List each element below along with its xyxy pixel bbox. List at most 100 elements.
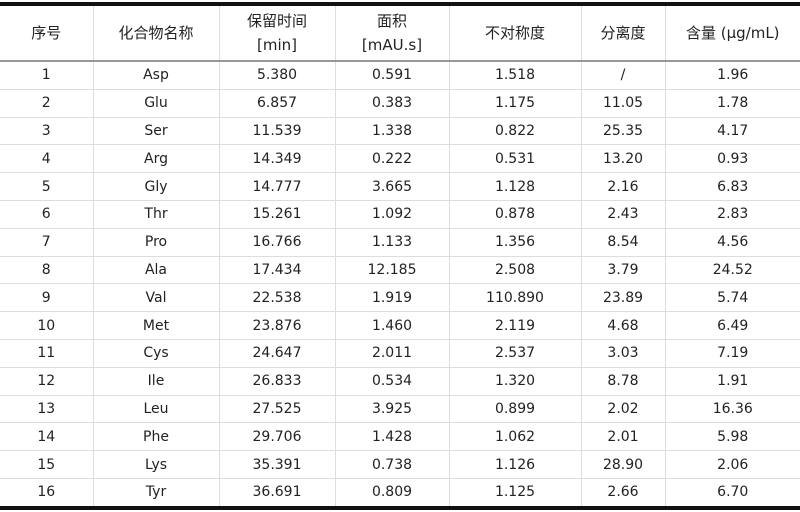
cell-index: 15 [0,451,93,479]
header-retention-time: 保留时间[min] [219,4,335,61]
cell-retention-time: 11.539 [219,117,335,145]
cell-content: 6.49 [665,312,800,340]
cell-resolution: 2.43 [581,200,665,228]
cell-compound-name: Gly [93,173,219,201]
cell-index: 7 [0,228,93,256]
cell-area: 0.222 [335,145,449,173]
cell-asymmetry: 1.320 [449,367,581,395]
cell-asymmetry: 1.125 [449,478,581,507]
cell-asymmetry: 1.518 [449,61,581,89]
cell-resolution: 4.68 [581,312,665,340]
cell-asymmetry: 2.537 [449,339,581,367]
cell-retention-time: 22.538 [219,284,335,312]
cell-content: 2.06 [665,451,800,479]
cell-index: 5 [0,173,93,201]
cell-retention-time: 23.876 [219,312,335,340]
cell-compound-name: Lys [93,451,219,479]
cell-content: 4.56 [665,228,800,256]
cell-index: 16 [0,478,93,507]
cell-compound-name: Ala [93,256,219,284]
cell-area: 12.185 [335,256,449,284]
cell-index: 4 [0,145,93,173]
cell-content: 4.17 [665,117,800,145]
cell-asymmetry: 0.899 [449,395,581,423]
cell-compound-name: Tyr [93,478,219,507]
cell-compound-name: Val [93,284,219,312]
cell-content: 16.36 [665,395,800,423]
cell-index: 14 [0,423,93,451]
header-label: 含量 (μg/mL) [666,21,800,45]
cell-resolution: 2.16 [581,173,665,201]
cell-compound-name: Glu [93,89,219,117]
cell-retention-time: 29.706 [219,423,335,451]
cell-content: 1.78 [665,89,800,117]
cell-retention-time: 36.691 [219,478,335,507]
cell-asymmetry: 0.878 [449,200,581,228]
cell-content: 24.52 [665,256,800,284]
cell-content: 1.96 [665,61,800,89]
cell-asymmetry: 2.508 [449,256,581,284]
cell-retention-time: 5.380 [219,61,335,89]
cell-area: 0.738 [335,451,449,479]
cell-compound-name: Pro [93,228,219,256]
header-label: 序号 [0,21,93,45]
cell-asymmetry: 2.119 [449,312,581,340]
cell-index: 12 [0,367,93,395]
cell-resolution: 8.54 [581,228,665,256]
cell-index: 8 [0,256,93,284]
header-asymmetry: 不对称度 [449,4,581,61]
cell-area: 1.919 [335,284,449,312]
cell-area: 3.665 [335,173,449,201]
cell-content: 6.70 [665,478,800,507]
cell-compound-name: Met [93,312,219,340]
cell-compound-name: Ser [93,117,219,145]
cell-area: 1.092 [335,200,449,228]
cell-resolution: 13.20 [581,145,665,173]
cell-index: 6 [0,200,93,228]
header-index: 序号 [0,4,93,61]
header-label: 分离度 [582,21,665,45]
cell-compound-name: Thr [93,200,219,228]
header-unit: [min] [220,33,335,57]
cell-retention-time: 35.391 [219,451,335,479]
header-label: 化合物名称 [94,21,219,45]
cell-retention-time: 24.647 [219,339,335,367]
cell-compound-name: Leu [93,395,219,423]
cell-compound-name: Cys [93,339,219,367]
cell-resolution: / [581,61,665,89]
cell-resolution: 2.01 [581,423,665,451]
cell-index: 10 [0,312,93,340]
cell-index: 9 [0,284,93,312]
header-compound-name: 化合物名称 [93,4,219,61]
cell-resolution: 11.05 [581,89,665,117]
cell-area: 0.534 [335,367,449,395]
cell-area: 0.809 [335,478,449,507]
cell-index: 11 [0,339,93,367]
cell-asymmetry: 1.062 [449,423,581,451]
cell-index: 13 [0,395,93,423]
cell-resolution: 3.03 [581,339,665,367]
cell-asymmetry: 0.822 [449,117,581,145]
cell-index: 3 [0,117,93,145]
cell-retention-time: 27.525 [219,395,335,423]
cell-retention-time: 6.857 [219,89,335,117]
cell-resolution: 3.79 [581,256,665,284]
cell-compound-name: Asp [93,61,219,89]
cell-area: 1.133 [335,228,449,256]
header-label: 保留时间 [220,9,335,33]
cell-content: 1.91 [665,367,800,395]
header-unit: [mAU.s] [336,33,449,57]
cell-asymmetry: 1.175 [449,89,581,117]
cell-resolution: 2.02 [581,395,665,423]
